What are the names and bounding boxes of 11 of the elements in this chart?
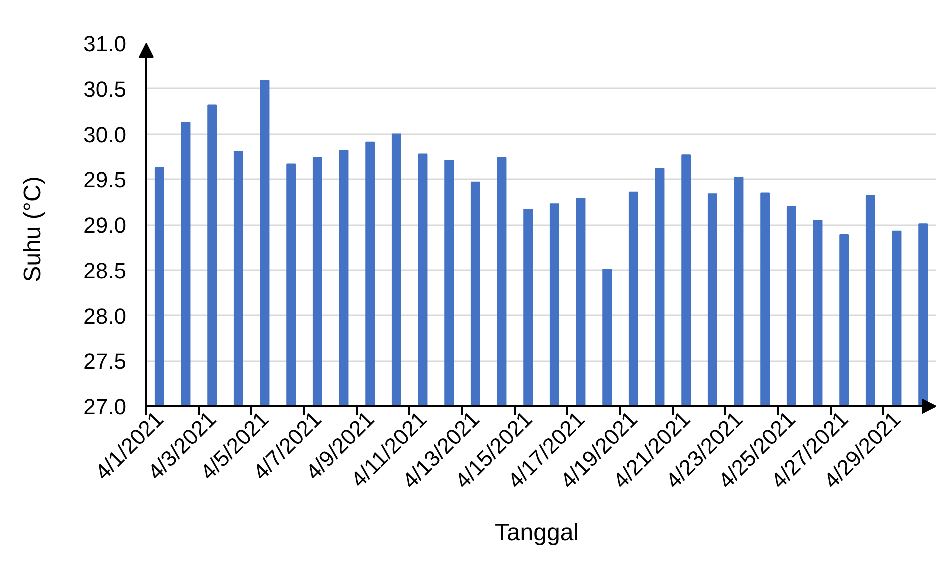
y-tick-label: 30.5 [84, 76, 127, 102]
y-tick-label: 30.0 [84, 122, 127, 148]
y-tick-label: 28.5 [84, 258, 127, 284]
x-axis-title: Tanggal [494, 519, 580, 546]
y-tick-label: 27.0 [84, 394, 127, 420]
y-tick-label: 29.5 [84, 168, 127, 193]
y-axis-title: Suhu (°C) [20, 176, 47, 282]
y-tick-label: 29.0 [84, 213, 127, 238]
y-tick-label: 28.0 [84, 304, 127, 329]
y-tick-label: 27.5 [84, 349, 127, 374]
y-tick-label: 31.0 [84, 32, 127, 56]
